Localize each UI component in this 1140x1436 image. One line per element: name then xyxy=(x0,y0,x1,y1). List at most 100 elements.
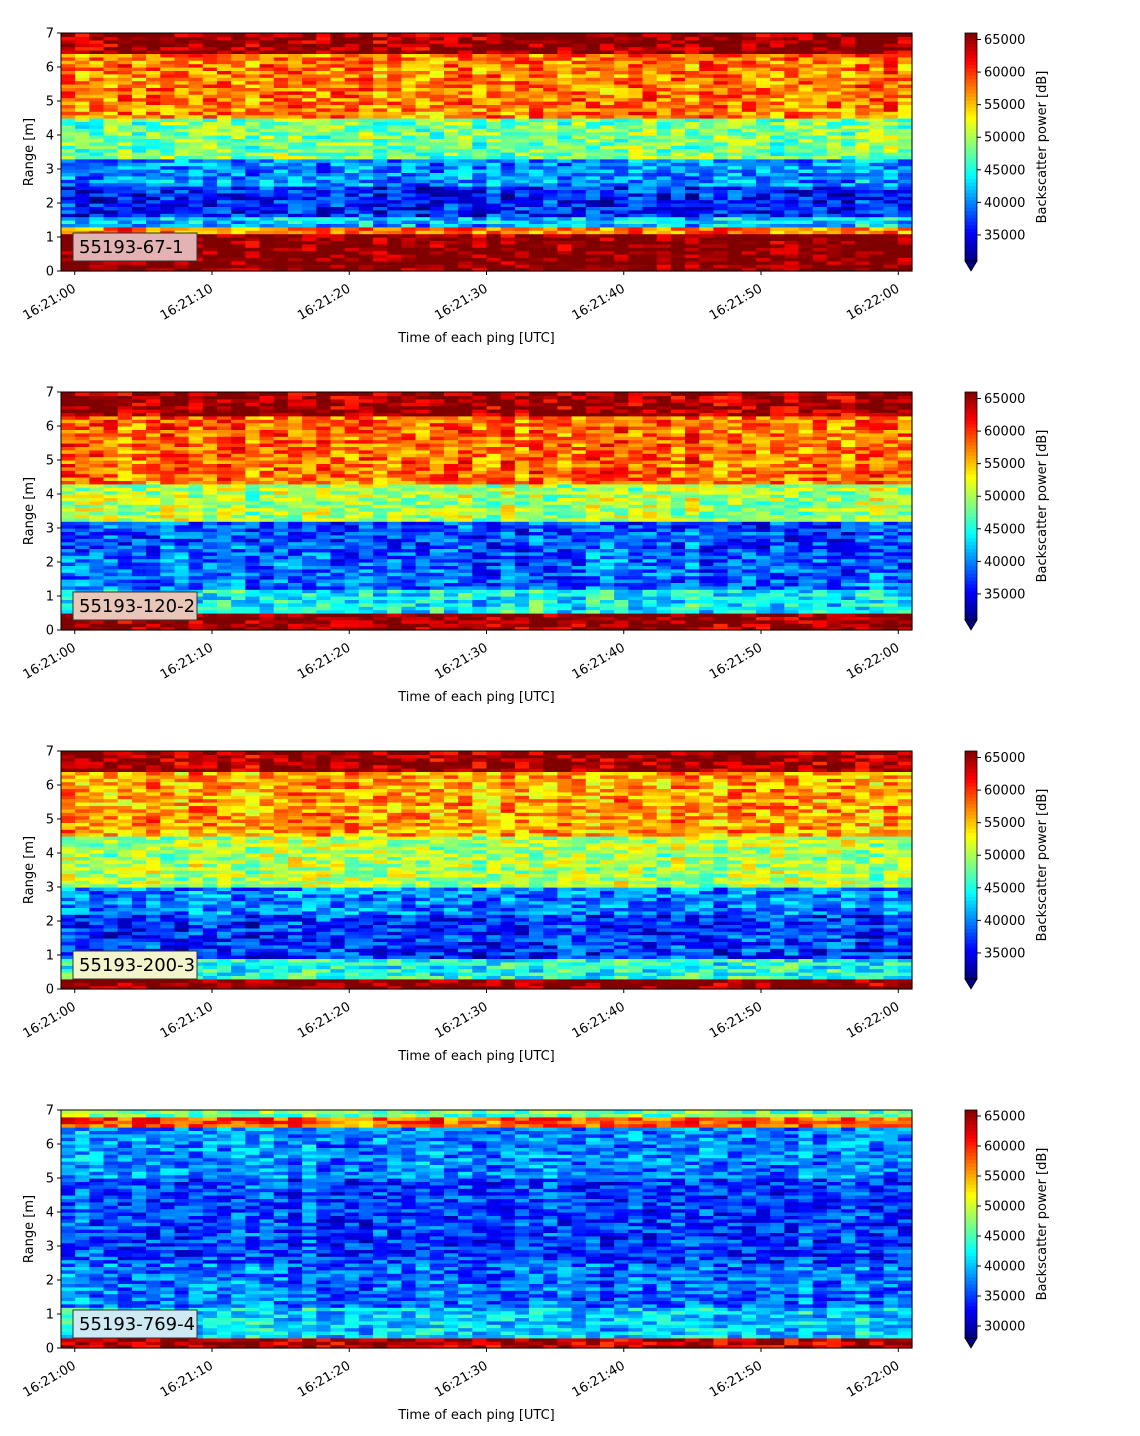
x-axis-label: Time of each ping [UTC] xyxy=(397,1049,555,1064)
colorbar-tick-label: 45000 xyxy=(984,881,1025,896)
x-tick-label: 16:21:10 xyxy=(158,999,216,1041)
colorbar-extend-arrow xyxy=(964,260,978,272)
x-tick-label: 16:22:00 xyxy=(844,1358,902,1400)
colorbar-label: Backscatter power [dB] xyxy=(1035,1148,1050,1301)
colorbar: 35000 40000 45000 50000 55000 60000 65000 Backs… xyxy=(964,391,1050,631)
heatmap-cells xyxy=(61,33,913,272)
colorbar: 35000 40000 45000 50000 55000 60000 65000 Backs… xyxy=(964,750,1050,990)
x-tick-label: 16:22:00 xyxy=(844,281,902,323)
x-axis-label: Time of each ping [UTC] xyxy=(397,690,555,705)
colorbar-tick-label: 55000 xyxy=(984,98,1025,113)
colorbar-label: Backscatter power [dB] xyxy=(1035,71,1050,224)
x-tick-label: 16:21:20 xyxy=(295,999,353,1041)
colorbar-tick-label: 60000 xyxy=(984,1140,1025,1155)
y-tick-label: 1 xyxy=(46,949,54,964)
y-axis-label: Range [m] xyxy=(22,836,37,904)
y-tick-label: 6 xyxy=(46,61,54,76)
y-tick-label: 0 xyxy=(46,1342,54,1357)
y-tick-label: 0 xyxy=(46,265,54,280)
colorbar-tick-label: 35000 xyxy=(984,228,1025,243)
colorbar-tick-label: 50000 xyxy=(984,131,1025,146)
x-tick-label: 16:21:40 xyxy=(570,999,628,1041)
y-tick-label: 1 xyxy=(46,1308,54,1323)
x-tick-label: 16:21:50 xyxy=(707,640,765,682)
y-tick-label: 1 xyxy=(46,231,54,246)
colorbar-tick-label: 45000 xyxy=(984,163,1025,178)
probe-label-box xyxy=(72,950,198,980)
y-tick-label: 4 xyxy=(46,1206,54,1221)
x-tick-label: 16:21:00 xyxy=(21,281,79,323)
colorbar-tick-label: 40000 xyxy=(984,914,1025,929)
x-tick-label: 16:21:50 xyxy=(707,281,765,323)
colorbar-tick-label: 45000 xyxy=(984,522,1025,537)
colorbar-label: Backscatter power [dB] xyxy=(1035,430,1050,583)
x-axis-label: Time of each ping [UTC] xyxy=(397,1408,555,1423)
probe-label-text: 55193-200-3 xyxy=(79,955,195,976)
x-tick-label: 16:21:10 xyxy=(158,1358,216,1400)
colorbar-tick-label: 30000 xyxy=(984,1320,1025,1335)
colorbar-tick-label: 60000 xyxy=(984,66,1025,81)
colorbar-tick-label: 50000 xyxy=(984,490,1025,505)
x-tick-label: 16:21:50 xyxy=(707,999,765,1041)
y-tick-label: 2 xyxy=(46,915,54,930)
x-tick-label: 16:21:40 xyxy=(570,281,628,323)
y-tick-label: 3 xyxy=(46,881,54,896)
echogram-panel-2: 0 1 2 3 4 5 6 7 16:21:00 16:21:10 16:21:20 16:21:30… xyxy=(21,386,1050,706)
y-tick-label: 4 xyxy=(46,488,54,503)
colorbar: 30000 35000 40000 45000 50000 55000 60000 65000… xyxy=(964,1110,1050,1349)
colorbar: 35000 40000 45000 50000 55000 60000 65000 Backs… xyxy=(964,32,1050,272)
colorbar-tick-label: 55000 xyxy=(984,1170,1025,1185)
x-tick-label: 16:22:00 xyxy=(844,999,902,1041)
y-tick-label: 4 xyxy=(46,129,54,144)
x-tick-label: 16:21:30 xyxy=(432,281,490,323)
y-tick-label: 1 xyxy=(46,590,54,605)
y-tick-label: 4 xyxy=(46,847,54,862)
colorbar-tick-label: 65000 xyxy=(984,392,1025,407)
colorbar-tick-label: 60000 xyxy=(984,784,1025,799)
x-tick-label: 16:21:10 xyxy=(158,640,216,682)
x-tick-label: 16:21:00 xyxy=(21,1358,79,1400)
x-tick-label: 16:21:20 xyxy=(295,1358,353,1400)
colorbar-extend-arrow xyxy=(964,978,978,990)
y-tick-label: 3 xyxy=(46,1240,54,1255)
colorbar-tick-label: 35000 xyxy=(984,1290,1025,1305)
y-tick-label: 6 xyxy=(46,779,54,794)
y-tick-label: 2 xyxy=(46,1274,54,1289)
x-tick-label: 16:21:00 xyxy=(21,640,79,682)
echogram-panel-4: 0 1 2 3 4 5 6 7 16:21:00 16:21:10 16:21:20 16:21:30… xyxy=(21,1104,1050,1424)
y-axis-label: Range [m] xyxy=(22,477,37,545)
y-tick-label: 6 xyxy=(46,420,54,435)
colorbar-tick-label: 35000 xyxy=(984,587,1025,602)
y-tick-label: 0 xyxy=(46,624,54,639)
colorbar-tick-label: 65000 xyxy=(984,751,1025,766)
colorbar-tick-label: 40000 xyxy=(984,555,1025,570)
x-tick-label: 16:21:30 xyxy=(432,999,490,1041)
colorbar-tick-label: 40000 xyxy=(984,196,1025,211)
colorbar-tick-label: 65000 xyxy=(984,1110,1025,1125)
colorbar-tick-label: 40000 xyxy=(984,1260,1025,1275)
x-tick-label: 16:22:00 xyxy=(844,640,902,682)
echogram-panel-3: 0 1 2 3 4 5 6 7 16:21:00 16:21:10 16:21:20 16:21:30… xyxy=(21,745,1050,1065)
x-axis-label: Time of each ping [UTC] xyxy=(397,331,555,346)
probe-label-text: 55193-67-1 xyxy=(79,237,184,258)
y-tick-label: 7 xyxy=(46,386,54,401)
probe-label-text: 55193-120-2 xyxy=(79,596,195,617)
colorbar-tick-label: 50000 xyxy=(984,1200,1025,1215)
x-tick-label: 16:21:20 xyxy=(295,640,353,682)
y-tick-label: 0 xyxy=(46,983,54,998)
heatmap-cells xyxy=(61,751,913,990)
colorbar-label: Backscatter power [dB] xyxy=(1035,789,1050,942)
y-tick-label: 2 xyxy=(46,197,54,212)
y-tick-label: 5 xyxy=(46,1172,54,1187)
y-tick-label: 7 xyxy=(46,745,54,760)
colorbar-extend-arrow xyxy=(964,1337,978,1349)
probe-label-box xyxy=(72,591,198,621)
y-tick-label: 2 xyxy=(46,556,54,571)
x-tick-label: 16:21:50 xyxy=(707,1358,765,1400)
probe-label-text: 55193-769-4 xyxy=(79,1314,195,1335)
probe-label-box xyxy=(72,232,198,262)
heatmap-cells xyxy=(61,1110,913,1349)
y-axis-label: Range [m] xyxy=(22,1195,37,1263)
x-tick-label: 16:21:20 xyxy=(295,281,353,323)
